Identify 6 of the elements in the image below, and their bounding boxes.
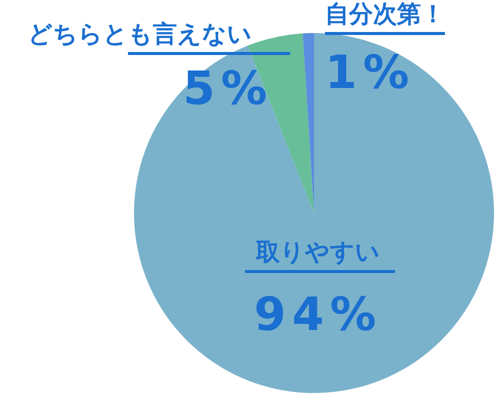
data-label: 1% [324,45,416,99]
data-label: 5% [182,61,274,115]
slice-label: どちらとも言えない [28,20,252,48]
slice-label: 自分次第！ [325,0,445,28]
slice-label: 取りやすい [255,238,380,266]
data-label: 94% [254,287,382,341]
